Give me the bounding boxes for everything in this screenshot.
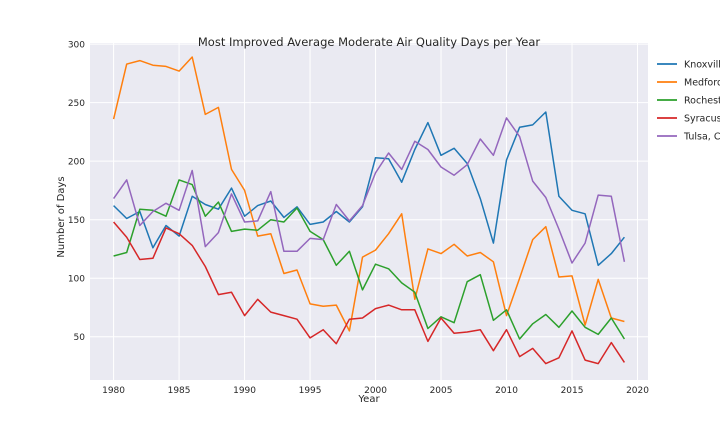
x-tick-label: 1990	[233, 386, 256, 396]
x-axis-label: Year	[357, 394, 380, 405]
series-line-2	[112, 56, 625, 332]
plot-area	[90, 43, 648, 380]
y-tick-label: 300	[68, 41, 85, 51]
grid	[90, 43, 648, 380]
x-tick-label: 1995	[299, 386, 322, 396]
legend: Knoxvill Medford Rochest Syracus Tulsa, C	[657, 60, 720, 143]
series-line-5	[112, 117, 626, 264]
x-tick-label: 2010	[495, 386, 518, 396]
y-tick-label: 250	[68, 99, 85, 109]
y-tick-label: 200	[68, 158, 85, 168]
legend-label-3: Rochest	[684, 96, 720, 107]
x-tick-labels: 1980 1985 1990 1995 2000 2005 2010 2015 2020	[102, 386, 649, 396]
legend-label-4: Syracus	[684, 114, 720, 125]
series-line-4	[113, 221, 626, 365]
series-lines	[112, 56, 626, 365]
x-tick-label: 2015	[561, 386, 584, 396]
x-tick-label: 2020	[626, 386, 649, 396]
y-tick-labels: 50 100 150 200 250 300	[68, 41, 85, 344]
legend-label-2: Medford	[684, 78, 720, 89]
x-tick-label: 2005	[430, 386, 453, 396]
chart-title: Most Improved Average Moderate Air Quali…	[198, 35, 541, 49]
y-tick-label: 50	[74, 333, 86, 343]
legend-label-5: Tulsa, C	[683, 132, 720, 143]
y-axis-label: Number of Days	[56, 176, 67, 257]
x-tick-label: 2000	[364, 386, 387, 396]
legend-label-1: Knoxvill	[684, 60, 720, 71]
series-line-3	[113, 179, 626, 340]
y-tick-label: 150	[68, 216, 85, 226]
x-tick-label: 1980	[102, 386, 125, 396]
y-tick-label: 100	[68, 275, 85, 285]
x-tick-label: 1985	[168, 386, 191, 396]
